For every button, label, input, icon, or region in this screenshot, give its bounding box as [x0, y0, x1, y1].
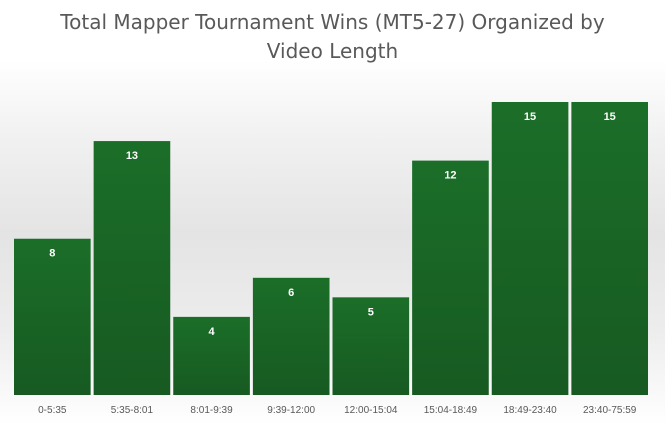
bar-3 [252, 277, 330, 395]
bar-value-label-3: 6 [288, 287, 294, 299]
x-axis-tick-labels: 0-5:35 5:35-8:01 8:01-9:39 9:39-12:00 12:00-… [38, 405, 637, 416]
bar-value-label-1: 13 [126, 150, 138, 162]
bar-value-label-6: 15 [524, 111, 536, 123]
bar-value-label-2: 4 [208, 326, 215, 338]
bars [14, 102, 649, 395]
bar-value-label-4: 5 [368, 306, 374, 318]
bar-1 [93, 141, 171, 395]
x-tick-label-1: 5:35-8:01 [111, 405, 154, 416]
x-tick-label-4: 12:00-15:04 [344, 405, 398, 416]
x-tick-label-3: 9:39-12:00 [267, 405, 315, 416]
x-tick-label-5: 15:04-18:49 [424, 405, 478, 416]
bar-6 [491, 102, 569, 395]
bar-value-labels: 8 13 4 6 5 12 15 15 [49, 111, 616, 338]
x-tick-label-6: 18:49-23:40 [503, 405, 557, 416]
bar-value-label-0: 8 [49, 248, 55, 260]
bar-0 [14, 238, 91, 395]
bar-5 [412, 160, 489, 395]
x-tick-label-0: 0-5:35 [38, 405, 67, 416]
chart-title: Total Mapper Tournament Wins (MT5-27) Or… [60, 10, 605, 63]
bar-2 [173, 316, 250, 395]
x-tick-label-2: 8:01-9:39 [190, 405, 233, 416]
bar-7 [571, 102, 649, 395]
bar-value-label-7: 15 [604, 111, 616, 123]
bar-value-label-5: 12 [444, 170, 456, 182]
x-tick-label-7: 23:40-75:59 [583, 405, 637, 416]
bar-4 [332, 297, 410, 395]
